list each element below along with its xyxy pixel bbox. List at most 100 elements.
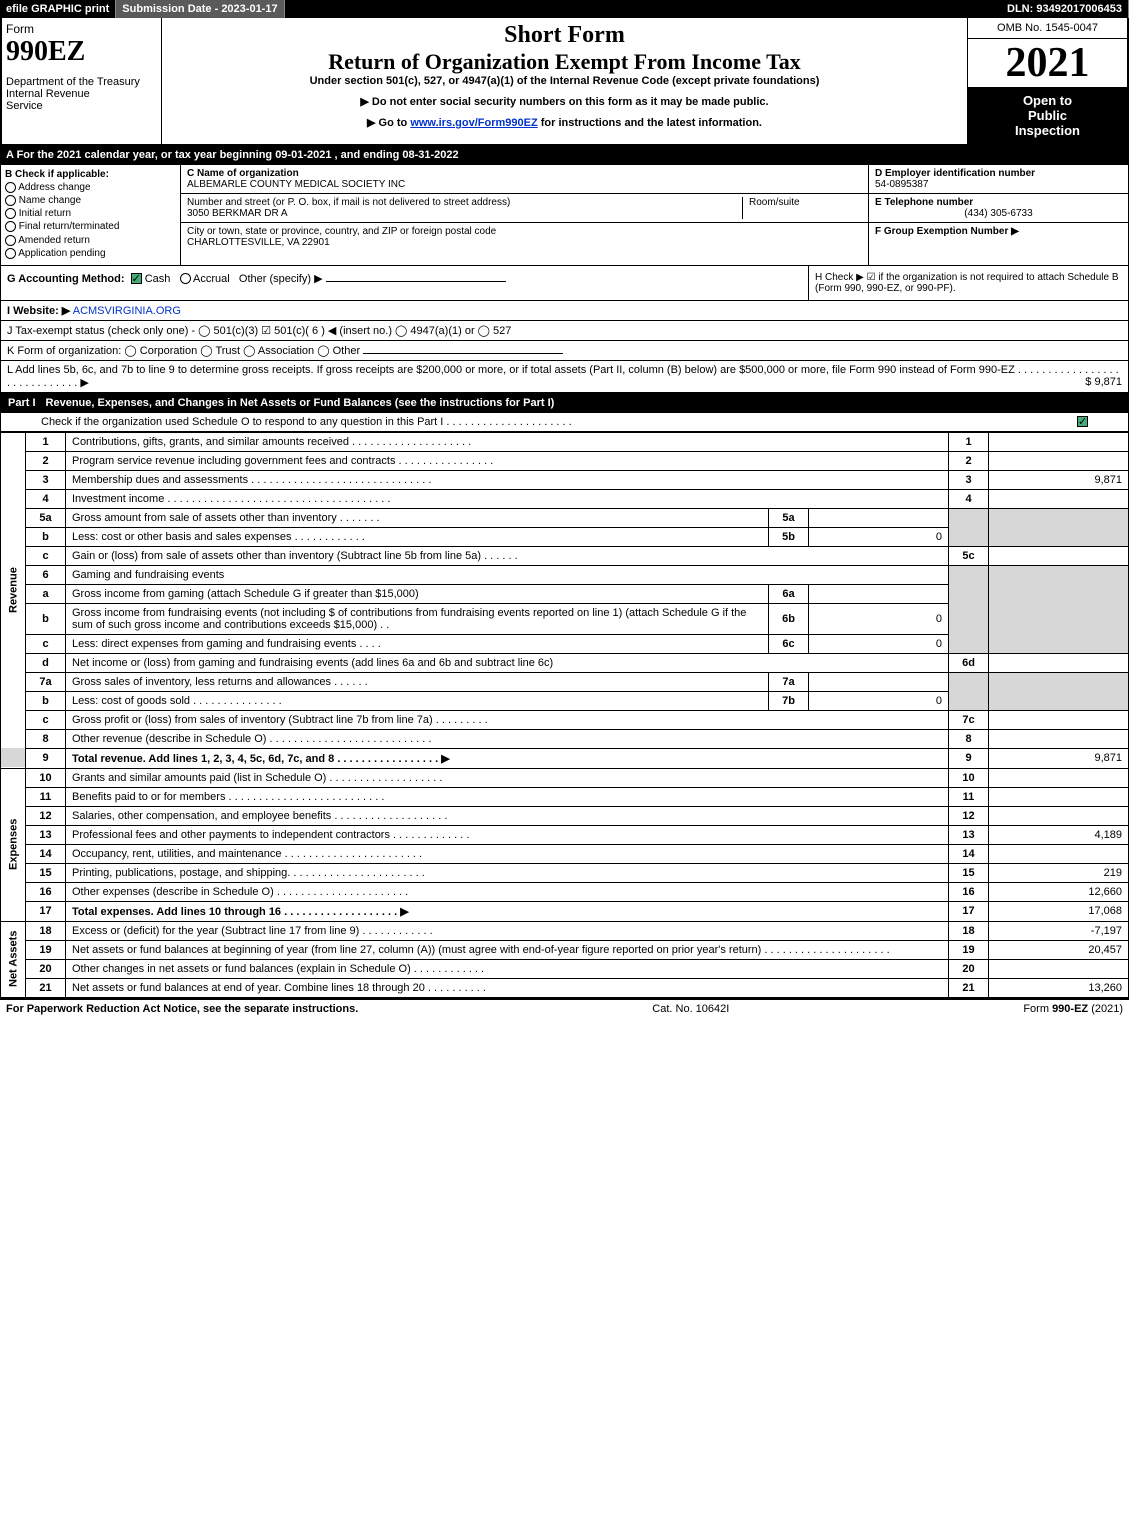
line-i: I Website: ▶ ACMSVIRGINIA.ORG: [0, 301, 1129, 321]
header-right: OMB No. 1545-0047 2021 Open to Public In…: [967, 18, 1127, 144]
line-7c: c Gross profit or (loss) from sales of i…: [1, 710, 1129, 729]
street-row: Number and street (or P. O. box, if mail…: [181, 194, 868, 223]
form-header: Form 990EZ Department of the Treasury In…: [0, 18, 1129, 146]
section-c: C Name of organization ALBEMARLE COUNTY …: [181, 165, 868, 265]
expenses-sidelabel: Expenses: [1, 768, 26, 921]
line-7a: 7a Gross sales of inventory, less return…: [1, 672, 1129, 691]
instr-goto: ▶ Go to www.irs.gov/Form990EZ for instru…: [166, 116, 963, 129]
footer-formno: Form 990-EZ (2021): [1023, 1003, 1123, 1015]
part-i-label: Part I: [8, 397, 36, 409]
phone-row: E Telephone number (434) 305-6733: [869, 194, 1128, 223]
line-15: 15Printing, publications, postage, and s…: [1, 863, 1129, 882]
revenue-sidelabel: Revenue: [1, 432, 26, 748]
form-label: Form: [6, 22, 157, 36]
c-name-label: C Name of organization: [187, 168, 299, 179]
line-g: G Accounting Method: Cash Accrual Other …: [1, 266, 808, 300]
cb-accrual[interactable]: [180, 273, 191, 284]
gross-receipts: $ 9,871: [1085, 376, 1122, 388]
instr-ssn: ▶ Do not enter social security numbers o…: [166, 95, 963, 108]
footer-catno: Cat. No. 10642I: [652, 1003, 729, 1015]
city-row: City or town, state or province, country…: [181, 223, 868, 251]
room-label: Room/suite: [742, 197, 862, 219]
cb-final-return[interactable]: Final return/terminated: [5, 221, 176, 232]
title-return: Return of Organization Exempt From Incom…: [166, 49, 963, 75]
street: 3050 BERKMAR DR A: [187, 208, 288, 219]
section-de: D Employer identification number 54-0895…: [868, 165, 1128, 265]
line-16: 16Other expenses (describe in Schedule O…: [1, 882, 1129, 901]
line-h: H Check ▶ ☑ if the organization is not r…: [808, 266, 1128, 300]
header-left: Form 990EZ Department of the Treasury In…: [2, 18, 162, 144]
part-i-check: Check if the organization used Schedule …: [0, 413, 1129, 432]
cb-name-change[interactable]: Name change: [5, 195, 176, 206]
line-5c: c Gain or (loss) from sale of assets oth…: [1, 546, 1129, 565]
line-k: K Form of organization: ◯ Corporation ◯ …: [0, 341, 1129, 361]
irs-link[interactable]: www.irs.gov/Form990EZ: [410, 117, 537, 129]
omb-number: OMB No. 1545-0047: [968, 18, 1127, 39]
submission-date: Submission Date - 2023-01-17: [116, 0, 284, 18]
line-4: 4 Investment income . . . . . . . . . . …: [1, 489, 1129, 508]
website-label: I Website: ▶: [7, 305, 70, 317]
line-17: 17Total expenses. Add lines 10 through 1…: [1, 901, 1129, 921]
line-11: 11Benefits paid to or for members . . . …: [1, 787, 1129, 806]
part-i-header: Part I Revenue, Expenses, and Changes in…: [0, 393, 1129, 413]
city: CHARLOTTESVILLE, VA 22901: [187, 237, 330, 248]
line-18: Net Assets 18Excess or (deficit) for the…: [1, 921, 1129, 940]
line-3: 3 Membership dues and assessments . . . …: [1, 470, 1129, 489]
footer: For Paperwork Reduction Act Notice, see …: [0, 998, 1129, 1018]
line-10: Expenses 10 Grants and similar amounts p…: [1, 768, 1129, 787]
line-2: 2 Program service revenue including gove…: [1, 451, 1129, 470]
subtitle: Under section 501(c), 527, or 4947(a)(1)…: [166, 75, 963, 87]
open-inspection: Open to Public Inspection: [968, 87, 1127, 144]
line-6: 6 Gaming and fundraising events: [1, 565, 1129, 584]
netassets-sidelabel: Net Assets: [1, 921, 26, 997]
cb-schedule-o[interactable]: [1077, 416, 1088, 427]
topbar: efile GRAPHIC print Submission Date - 20…: [0, 0, 1129, 18]
ein-label: D Employer identification number: [875, 168, 1035, 179]
line-l: L Add lines 5b, 6c, and 7b to line 9 to …: [0, 361, 1129, 393]
section-b: B Check if applicable: Address change Na…: [1, 165, 181, 265]
cb-cash[interactable]: [131, 273, 142, 284]
form-number: 990EZ: [6, 36, 157, 68]
line-8: 8 Other revenue (describe in Schedule O)…: [1, 729, 1129, 748]
line-20: 20Other changes in net assets or fund ba…: [1, 959, 1129, 978]
section-gh: G Accounting Method: Cash Accrual Other …: [0, 266, 1129, 301]
line-5a: 5a Gross amount from sale of assets othe…: [1, 508, 1129, 527]
org-name: ALBEMARLE COUNTY MEDICAL SOCIETY INC: [187, 179, 405, 190]
footer-left: For Paperwork Reduction Act Notice, see …: [6, 1003, 358, 1015]
website-link[interactable]: ACMSVIRGINIA.ORG: [73, 305, 181, 317]
cb-pending[interactable]: Application pending: [5, 248, 176, 259]
efile-label[interactable]: efile GRAPHIC print: [0, 0, 116, 18]
phone-label: E Telephone number: [875, 197, 973, 208]
line-1: Revenue 1 Contributions, gifts, grants, …: [1, 432, 1129, 451]
ein: 54-0895387: [875, 179, 928, 190]
part-i-title: Revenue, Expenses, and Changes in Net As…: [46, 397, 555, 409]
tax-year: 2021: [968, 39, 1127, 87]
line-13: 13Professional fees and other payments t…: [1, 825, 1129, 844]
ein-row: D Employer identification number 54-0895…: [869, 165, 1128, 194]
line-6d: d Net income or (loss) from gaming and f…: [1, 653, 1129, 672]
cb-address-change[interactable]: Address change: [5, 182, 176, 193]
section-bcd: B Check if applicable: Address change Na…: [0, 164, 1129, 266]
lines-table: Revenue 1 Contributions, gifts, grants, …: [0, 432, 1129, 998]
cb-amended[interactable]: Amended return: [5, 235, 176, 246]
org-name-row: C Name of organization ALBEMARLE COUNTY …: [181, 165, 868, 194]
line-14: 14Occupancy, rent, utilities, and mainte…: [1, 844, 1129, 863]
line-19: 19Net assets or fund balances at beginni…: [1, 940, 1129, 959]
line-12: 12Salaries, other compensation, and empl…: [1, 806, 1129, 825]
street-label: Number and street (or P. O. box, if mail…: [187, 197, 510, 208]
line-9: 9 Total revenue. Add lines 1, 2, 3, 4, 5…: [1, 748, 1129, 768]
g-label: G Accounting Method:: [7, 273, 125, 285]
group-row: F Group Exemption Number ▶: [869, 223, 1128, 240]
title-short-form: Short Form: [166, 22, 963, 49]
dept-label: Department of the Treasury Internal Reve…: [6, 76, 157, 112]
line-a: A For the 2021 calendar year, or tax yea…: [0, 146, 1129, 164]
phone: (434) 305-6733: [875, 208, 1122, 219]
dln: DLN: 93492017006453: [1001, 0, 1129, 18]
b-header: B Check if applicable:: [5, 169, 109, 180]
group-label: F Group Exemption Number ▶: [875, 226, 1019, 237]
cb-initial-return[interactable]: Initial return: [5, 208, 176, 219]
city-label: City or town, state or province, country…: [187, 226, 496, 237]
line-j: J Tax-exempt status (check only one) - ◯…: [0, 321, 1129, 341]
header-center: Short Form Return of Organization Exempt…: [162, 18, 967, 144]
line-21: 21Net assets or fund balances at end of …: [1, 978, 1129, 997]
